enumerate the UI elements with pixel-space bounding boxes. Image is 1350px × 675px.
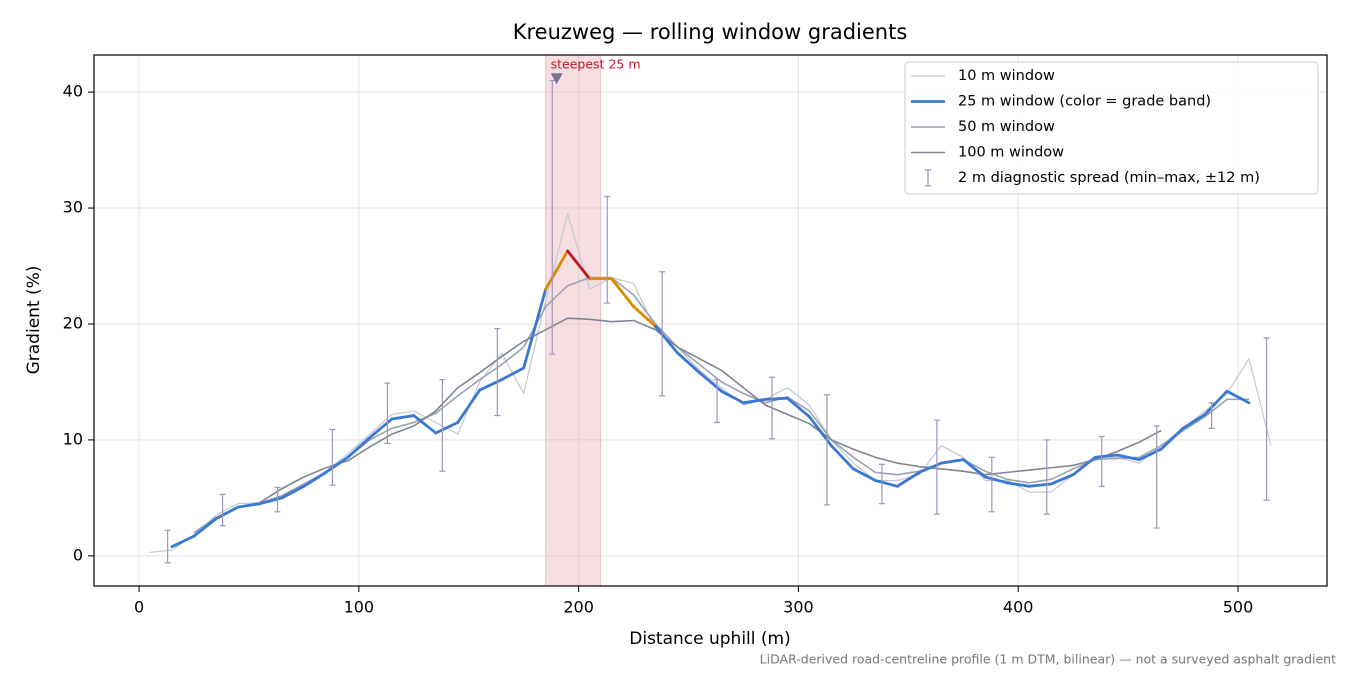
line-segment [258, 496, 284, 506]
line-segment [1159, 426, 1185, 451]
line-segment [1181, 413, 1207, 430]
line-segment [742, 397, 767, 405]
error-bar [1043, 439, 1050, 515]
error-bar [494, 328, 501, 417]
chart-title: Kreuzweg — rolling window gradients [513, 20, 908, 44]
x-axis-label: Distance uphill (m) [629, 629, 790, 649]
line-segment [236, 502, 262, 509]
x-tick-label: 500 [1223, 598, 1254, 617]
y-axis-label: Gradient (%) [24, 266, 44, 375]
y-tick-label: 20 [63, 313, 83, 332]
line-segment [478, 378, 504, 392]
error-bar [549, 79, 556, 355]
legend-label: 25 m window (color = grade band) [958, 94, 1211, 110]
line-segment [1093, 453, 1119, 459]
error-bar [329, 428, 336, 486]
line-segment [829, 444, 855, 471]
line-segment [192, 517, 218, 538]
line-segment [610, 277, 635, 308]
error-bar [714, 379, 721, 424]
line-segment [170, 534, 196, 548]
error-bar [933, 419, 940, 515]
error-bar [1208, 402, 1215, 429]
line-segment [654, 324, 679, 355]
legend-label: 2 m diagnostic spread (min–max, ±12 m) [958, 170, 1260, 186]
line-segment [917, 461, 943, 474]
line-segment [720, 389, 745, 405]
legend-label: 100 m window [958, 145, 1064, 161]
line-segment [368, 417, 394, 439]
footnote: LiDAR-derived road-centreline profile (1… [760, 652, 1336, 667]
line [193, 276, 1249, 534]
annotation-marker [550, 73, 563, 85]
error-bar [384, 382, 391, 444]
error-bar [1098, 435, 1105, 487]
line-segment [434, 421, 460, 435]
error-bar [219, 493, 226, 527]
line [259, 317, 1162, 504]
line-segment [851, 467, 877, 482]
error-bar [878, 463, 885, 505]
line-segment [500, 366, 526, 382]
line-segment [280, 484, 306, 500]
line-segment [1225, 389, 1251, 405]
line-segment [895, 470, 921, 488]
x-tick-label: 100 [344, 598, 375, 617]
error-bar [988, 456, 995, 513]
line-segment [390, 414, 416, 421]
error-bar [439, 379, 446, 472]
legend-label: 10 m window [958, 68, 1055, 84]
y-tick-label: 30 [63, 198, 83, 217]
line-segment [544, 249, 570, 291]
error-bar [1153, 425, 1160, 529]
x-tick-label: 300 [783, 598, 814, 617]
error-bar [823, 394, 830, 506]
line-segment [456, 388, 482, 424]
line-segment [1137, 447, 1163, 462]
error-bar [604, 195, 611, 304]
plot-frame [93, 54, 1328, 587]
error-bar [274, 486, 281, 513]
x-tick-label: 0 [134, 598, 144, 617]
line-segment [412, 414, 438, 435]
highlight-band [545, 54, 602, 587]
line-segment [764, 396, 789, 401]
line-segment [808, 415, 833, 448]
line-segment [1115, 453, 1141, 462]
error-bar [659, 271, 666, 397]
legend-swatch [925, 169, 931, 187]
x-tick-label: 200 [563, 598, 594, 617]
line-segment [786, 396, 811, 419]
error-bar [1263, 337, 1270, 501]
line-segment [632, 305, 657, 328]
line-segment [214, 505, 240, 521]
line-segment [873, 479, 899, 488]
line-segment [983, 475, 1009, 485]
line-segment [1027, 482, 1053, 488]
error-bar [164, 529, 171, 564]
line-segment [676, 351, 701, 375]
x-tick-label: 400 [1003, 598, 1034, 617]
line-segment [302, 470, 328, 488]
line-segment [1005, 481, 1031, 488]
legend-label: 50 m window [958, 119, 1055, 135]
legend-box [904, 61, 1319, 195]
error-bar [769, 376, 776, 440]
line-segment [346, 436, 372, 459]
line-segment [566, 249, 592, 281]
y-tick-label: 10 [63, 429, 83, 448]
y-tick-label: 0 [73, 545, 83, 564]
y-tick-label: 40 [63, 82, 83, 101]
annotation-text: steepest 25 m [551, 57, 641, 72]
line-segment [698, 371, 723, 393]
line-segment [522, 287, 548, 370]
line-segment [939, 458, 965, 465]
line-segment [324, 455, 350, 474]
line-segment [1203, 389, 1229, 416]
line-segment [1071, 455, 1097, 477]
line-segment [961, 458, 987, 479]
line-segment [1049, 473, 1075, 486]
